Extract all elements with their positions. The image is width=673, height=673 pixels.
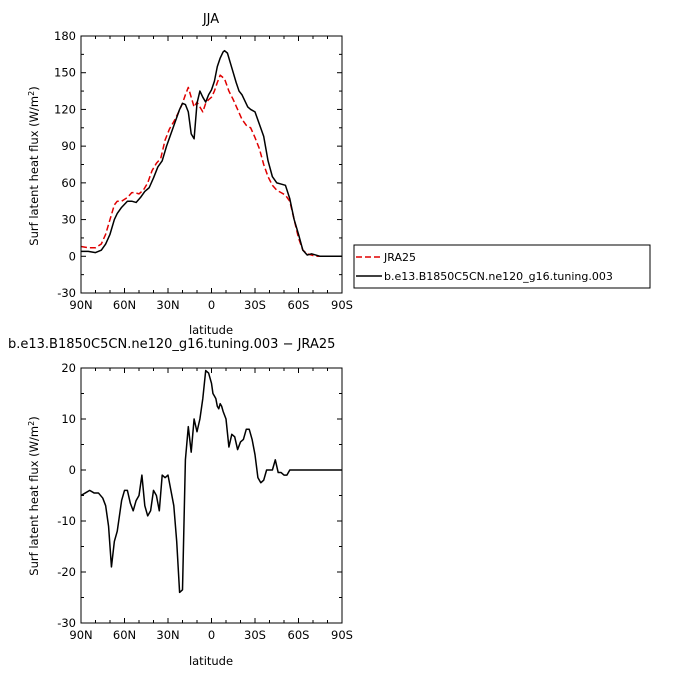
top-series-1-line <box>81 49 342 258</box>
bottom-ytick-label: 20 <box>61 361 76 375</box>
bottom-ytick-label: -10 <box>57 514 76 528</box>
legend-label-model: b.e13.B1850C5CN.ne120_g16.tuning.003 <box>384 270 613 283</box>
bottom-plot-area: -30 -20 -10 0 10 20 90N 60N 30N 0 30S 60S 90S <box>57 361 353 642</box>
bottom-xtick-label: 90S <box>331 628 353 642</box>
legend-box <box>353 244 651 289</box>
top-ytick-label: 0 <box>69 249 76 263</box>
top-xtick-label: 30N <box>156 298 179 312</box>
top-xtick-label: 90N <box>69 298 92 312</box>
top-ytick-label: 120 <box>54 102 76 116</box>
bottom-xtick-label: 60S <box>288 628 310 642</box>
top-frame <box>80 35 343 294</box>
top-legend: JRA25 b.e13.B1850C5CN.ne120_g16.tuning.0… <box>353 244 651 289</box>
top-y-axis-title: Surf latent heat flux (W/m2) <box>27 86 41 245</box>
top-x-axis-title: latitude <box>189 323 233 337</box>
bottom-frame <box>80 367 343 624</box>
top-xtick-label: 90S <box>331 298 353 312</box>
top-xtick-label: 60S <box>288 298 310 312</box>
top-ytick-label: -30 <box>57 286 76 300</box>
top-ytick-label: 90 <box>61 139 76 153</box>
bottom-series-0-line <box>81 369 342 594</box>
legend-label-jra25: JRA25 <box>383 251 416 264</box>
top-chart-title: JJA <box>202 12 219 27</box>
bottom-xtick-label: 90N <box>69 628 92 642</box>
top-xtick-label: 30S <box>244 298 266 312</box>
bottom-chart-title: b.e13.B1850C5CN.ne120_g16.tuning.003 − J… <box>8 337 335 352</box>
bottom-xtick-label: 30S <box>244 628 266 642</box>
bottom-xtick-label: 30N <box>156 628 179 642</box>
top-ytick-label: 180 <box>54 29 76 43</box>
bottom-y-axis-title: Surf latent heat flux (W/m2) <box>27 416 41 575</box>
top-xtick-label: 0 <box>208 298 215 312</box>
top-ytick-label: 30 <box>61 213 76 227</box>
bottom-ytick-label: 10 <box>61 412 76 426</box>
top-chart: JJA -30 0 30 60 90 120 150 180 90N 60N 30N 0 30S 60S 9… <box>27 12 651 337</box>
top-ytick-label: 150 <box>54 66 76 80</box>
bottom-ytick-label: -30 <box>57 616 76 630</box>
bottom-ytick-label: -20 <box>57 565 76 579</box>
top-series-0-line <box>81 74 342 258</box>
top-xtick-label: 60N <box>113 298 136 312</box>
top-ytick-label: 60 <box>61 176 76 190</box>
bottom-chart: b.e13.B1850C5CN.ne120_g16.tuning.003 − J… <box>8 337 353 668</box>
bottom-ytick-label: 0 <box>69 463 76 477</box>
bottom-xtick-label: 0 <box>208 628 215 642</box>
bottom-xtick-label: 60N <box>113 628 136 642</box>
top-plot-area: -30 0 30 60 90 120 150 180 90N 60N 30N 0 30S 60S 90S <box>54 29 353 312</box>
bottom-x-axis-title: latitude <box>189 654 233 668</box>
